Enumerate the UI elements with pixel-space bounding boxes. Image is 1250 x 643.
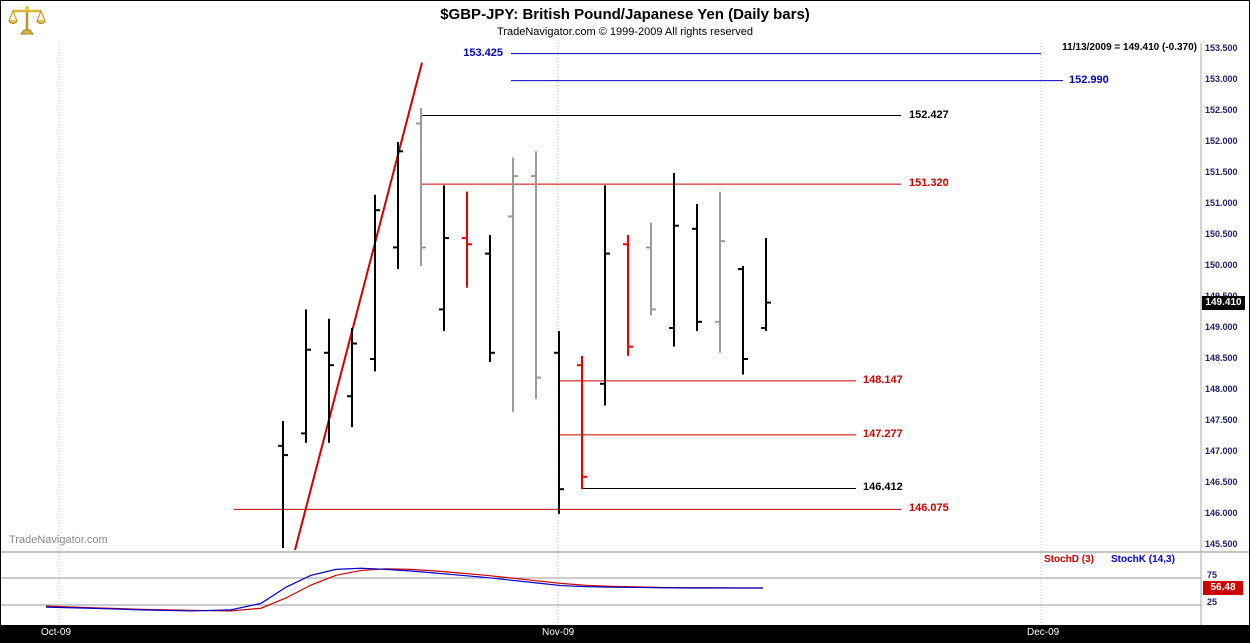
last-price-badge: 149.410 bbox=[1202, 296, 1245, 310]
price-tick-label: 151.000 bbox=[1205, 198, 1238, 208]
level-label-152427: 152.427 bbox=[909, 109, 949, 121]
price-tick-label: 152.500 bbox=[1205, 105, 1238, 115]
level-label-148147: 148.147 bbox=[863, 374, 903, 386]
price-tick-label: 145.500 bbox=[1205, 539, 1238, 549]
price-tick-label: 151.500 bbox=[1205, 167, 1238, 177]
price-tick-label: 152.000 bbox=[1205, 136, 1238, 146]
price-tick-label: 153.500 bbox=[1205, 43, 1238, 53]
level-label-152990: 152.990 bbox=[1069, 74, 1109, 86]
price-tick-label: 148.500 bbox=[1205, 353, 1238, 363]
watermark: TradeNavigator.com bbox=[9, 534, 108, 546]
level-label-151320: 151.320 bbox=[909, 177, 949, 189]
price-tick-label: 146.000 bbox=[1205, 508, 1238, 518]
price-tick-label: 153.000 bbox=[1205, 74, 1238, 84]
price-tick-label: 148.000 bbox=[1205, 384, 1238, 394]
month-label-nov: Nov-09 bbox=[542, 627, 575, 638]
price-tick-label: 147.000 bbox=[1205, 446, 1238, 456]
chart-title: $GBP-JPY: British Pound/Japanese Yen (Da… bbox=[440, 6, 810, 23]
stochk-label: StochK (14,3) bbox=[1111, 554, 1175, 565]
stochk-line bbox=[45, 567, 763, 612]
trendline bbox=[294, 62, 423, 551]
trade-navigator-logo bbox=[7, 4, 47, 38]
stoch-value-badge: 56.48 bbox=[1203, 581, 1243, 595]
chart-subtitle: TradeNavigator.com © 1999-2009 All right… bbox=[497, 26, 753, 38]
scales-icon bbox=[8, 5, 46, 35]
quote-info: 11/13/2009 = 149.410 (-0.370) bbox=[1062, 42, 1197, 53]
month-label-oct: Oct-09 bbox=[41, 627, 72, 638]
level-label-146412: 146.412 bbox=[863, 481, 903, 493]
level-label-153425: 153.425 bbox=[463, 47, 503, 59]
stoch-grid-label-25: 25 bbox=[1207, 597, 1218, 607]
date-axis: Oct-09 Nov-09 Dec-09 bbox=[1, 625, 1249, 642]
price-tick-label: 146.500 bbox=[1205, 477, 1238, 487]
level-label-147277: 147.277 bbox=[863, 428, 903, 440]
stochd-label: StochD (3) bbox=[1044, 554, 1094, 565]
price-tick-label: 150.500 bbox=[1205, 229, 1238, 239]
month-label-dec: Dec-09 bbox=[1027, 627, 1060, 638]
price-tick-label: 147.500 bbox=[1205, 415, 1238, 425]
price-tick-label: 149.000 bbox=[1205, 322, 1238, 332]
stoch-grid-label-75: 75 bbox=[1207, 570, 1218, 580]
price-tick-label: 150.000 bbox=[1205, 260, 1238, 270]
level-label-146075: 146.075 bbox=[909, 502, 949, 514]
